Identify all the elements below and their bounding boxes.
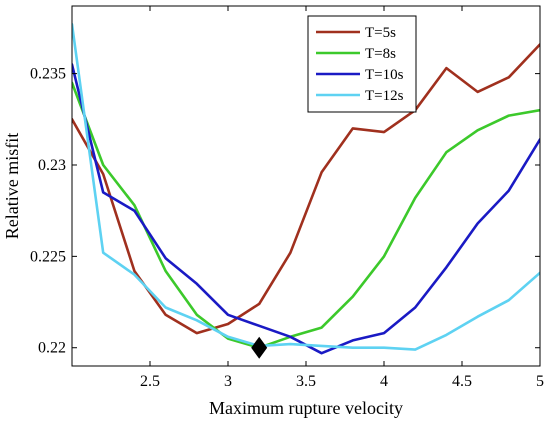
- y-tick-label: 0.22: [38, 340, 66, 357]
- plot-area: [72, 22, 540, 359]
- axes: 2.5 3 3.5 4 4.5 5 0.22 0.225 0.23 0.235: [30, 5, 544, 390]
- y-tick-label: 0.225: [30, 248, 66, 265]
- y-tick-label: 0.23: [38, 157, 66, 174]
- legend-label: T=8s: [365, 46, 396, 62]
- series-lines: [72, 22, 540, 355]
- x-tick-label: 3.5: [296, 373, 316, 390]
- y-tick-label: 0.235: [30, 66, 66, 83]
- x-tick-label: 4: [380, 373, 388, 390]
- y-axis-label: Relative misfit: [2, 133, 22, 239]
- x-tick-label: 4.5: [452, 373, 472, 390]
- legend-label: T=10s: [365, 67, 404, 83]
- legend-label: T=5s: [365, 25, 396, 41]
- series-line-t5s: [72, 43, 540, 335]
- series-line-t8s: [72, 81, 540, 350]
- optimum-diamond-marker: [251, 336, 268, 359]
- legend: T=5s T=8s T=10s T=12s: [307, 15, 417, 113]
- x-tick-label: 3: [224, 373, 232, 390]
- x-axis-label: Maximum rupture velocity: [209, 398, 403, 418]
- series-line-t10s: [72, 63, 540, 355]
- legend-label: T=12s: [365, 88, 404, 104]
- x-tick-label: 2.5: [140, 373, 160, 390]
- x-tick-label: 5: [536, 373, 544, 390]
- series-line-t12s: [72, 22, 540, 351]
- plot-frame: [71, 5, 541, 367]
